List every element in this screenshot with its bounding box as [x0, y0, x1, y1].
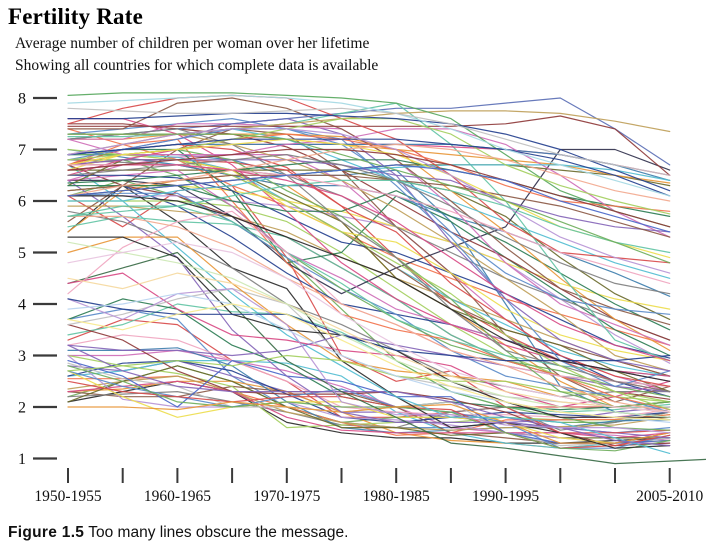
y-axis-tick-label: 1 [18, 451, 26, 468]
country-series-line [67, 169, 671, 320]
chart-title: Fertility Rate [8, 4, 143, 29]
country-series-line [67, 115, 671, 176]
country-series-line [67, 92, 671, 228]
country-series-line [67, 195, 671, 382]
country-series-line [67, 128, 671, 393]
figure-caption-label: Figure 1.5 [8, 524, 85, 541]
country-series-line [67, 365, 671, 439]
country-series-line [67, 143, 671, 202]
y-axis-tick-label: 7 [18, 142, 26, 159]
country-series-line [67, 138, 671, 411]
x-axis-tick-label: 1990-1995 [472, 488, 539, 505]
country-series-line [67, 365, 671, 452]
country-series-line [67, 205, 671, 377]
country-series-line [67, 272, 671, 413]
country-series-line [67, 380, 671, 449]
country-series-line [67, 128, 671, 274]
country-series-line [67, 334, 671, 393]
figure-caption-text: Too many lines obscure the message. [84, 524, 349, 541]
country-series-line [67, 354, 671, 403]
country-series-line [67, 401, 671, 444]
country-series-line [67, 112, 671, 192]
country-series-line [67, 94, 671, 197]
country-series-line [67, 128, 671, 403]
country-series-line [67, 154, 671, 295]
country-series-line [67, 164, 671, 233]
country-series-line [67, 159, 671, 233]
y-axis-tick-label: 6 [18, 194, 26, 211]
x-axis-tick-label: 1980-1985 [363, 488, 430, 505]
country-series-line [67, 344, 671, 439]
y-axis-tick-label: 5 [18, 245, 26, 262]
country-series-line [67, 159, 671, 217]
country-series-line [67, 241, 671, 413]
country-series-line [67, 94, 671, 264]
country-series-line [67, 148, 671, 357]
x-axis-tick-label: 1960-1965 [144, 488, 211, 505]
country-series-line [67, 128, 671, 238]
country-series-line [67, 303, 671, 421]
y-axis-tick-label: 8 [18, 91, 26, 108]
country-series-line [67, 164, 671, 202]
figure-caption: Figure 1.5 Too many lines obscure the me… [8, 524, 348, 542]
country-series-line [67, 375, 671, 431]
x-axis-tick-label: 2005-2010 [636, 488, 703, 505]
country-series-line [67, 159, 671, 398]
country-series-line [67, 107, 671, 176]
chart-subtitle-line2: Showing all countries for which complete… [15, 57, 379, 74]
country-series-line [67, 251, 706, 465]
country-series-line [67, 195, 671, 364]
y-axis-tick-label: 2 [18, 400, 26, 417]
country-series-line [67, 241, 671, 418]
y-axis-tick-label: 4 [18, 297, 26, 314]
country-series-line [67, 164, 671, 454]
country-series-line [67, 179, 671, 447]
x-axis-tick-label: 1970-1975 [253, 488, 320, 505]
country-series-line [67, 179, 671, 254]
country-series-line [67, 380, 671, 439]
country-series-line [67, 185, 671, 398]
country-series-line [67, 133, 671, 264]
country-series-line [67, 236, 671, 413]
country-series-line [67, 210, 671, 398]
country-series-line [67, 185, 671, 449]
country-series-line [67, 148, 671, 411]
country-series-line [67, 138, 671, 197]
country-series-line [67, 200, 671, 403]
chart-subtitle-line1: Average number of children per woman ove… [15, 35, 370, 52]
country-series-line [67, 185, 671, 331]
country-series-line [67, 288, 671, 434]
x-axis-tick-label: 1950-1955 [34, 488, 101, 505]
country-series-line [67, 148, 671, 228]
country-series-line [67, 164, 671, 362]
country-series-line [67, 215, 671, 413]
country-series-line [67, 123, 671, 341]
y-axis-tick-label: 3 [18, 348, 26, 365]
